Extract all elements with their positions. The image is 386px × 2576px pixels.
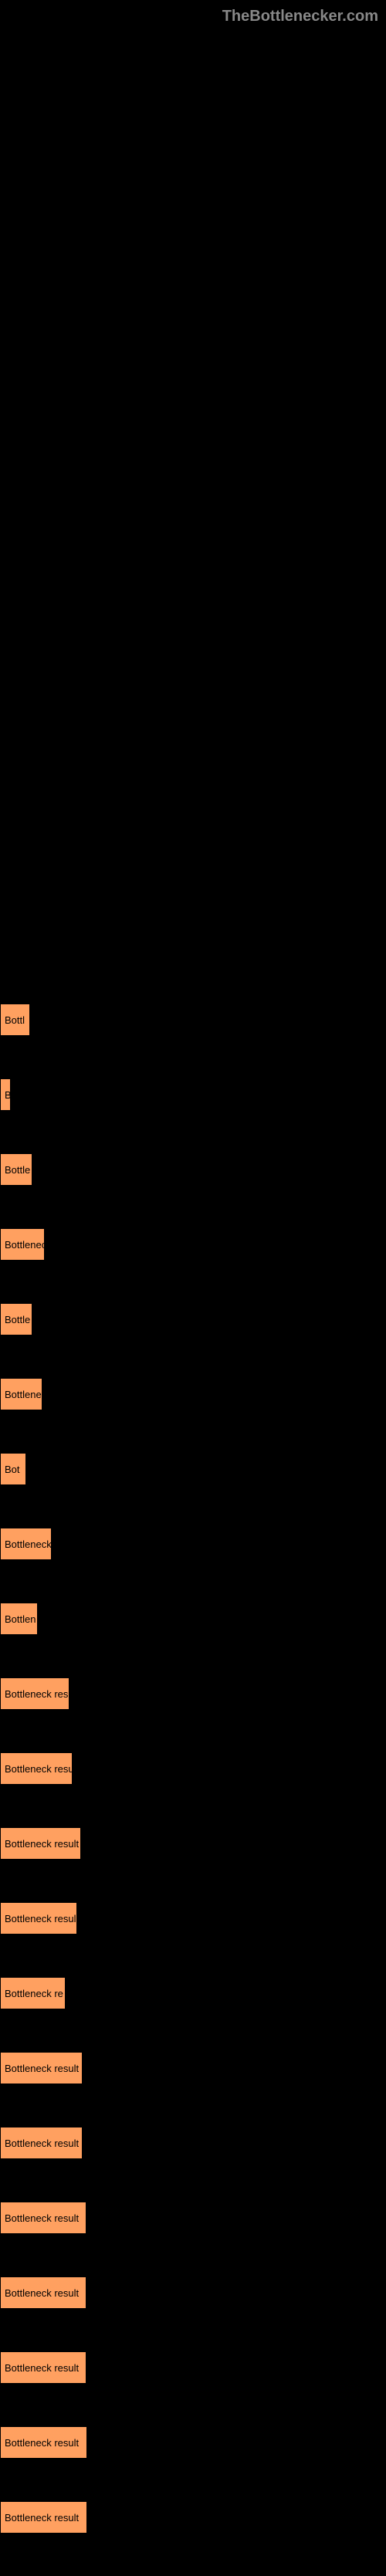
chart-bar: Bottlene [0, 1378, 42, 1410]
bar-row: Bottleneck result [0, 2501, 386, 2534]
chart-bar: Bottle [0, 1153, 32, 1186]
chart-bar: Bot [0, 1453, 26, 1485]
bar-row: Bottleneck result [0, 2351, 386, 2384]
chart-bar: Bottl [0, 1004, 30, 1036]
chart-bar: B [0, 1078, 11, 1111]
bar-row: Bottl [0, 1004, 386, 1036]
chart-bar: Bottleneck re [0, 1977, 66, 2009]
chart-bar: Bottleneck resu [0, 1752, 73, 1785]
chart-bar: Bottleneck resul [0, 1902, 77, 1935]
chart-bar: Bottleneck result [0, 2202, 86, 2234]
chart-bar: Bottleneck result [0, 2052, 83, 2084]
chart-bar: Bottleneck [0, 1528, 52, 1560]
bar-row: Bottleneck res [0, 1677, 386, 1710]
chart-bar: Bottleneck result [0, 1827, 81, 1860]
bar-row: Bottle [0, 1153, 386, 1186]
bar-row: Bottleneck [0, 1528, 386, 1560]
bar-row: Bottleneck result [0, 1827, 386, 1860]
bar-row: Bottlen [0, 1603, 386, 1635]
chart-bar: Bottleneck result [0, 2351, 86, 2384]
chart-bar: Bottle [0, 1303, 32, 1335]
bar-row: Bottleneck result [0, 2426, 386, 2459]
bar-row: Bottleneck result [0, 2127, 386, 2159]
chart-bar: Bottleneck result [0, 2501, 87, 2534]
bar-chart: Bottl B Bottle Bottlenec Bottle Bottlene Bot Bo… [0, 0, 386, 2534]
bar-row: Bottleneck result [0, 2276, 386, 2309]
chart-bar: Bottlen [0, 1603, 38, 1635]
watermark-text: TheBottlenecker.com [222, 8, 378, 25]
bar-row: Bottleneck resu [0, 1752, 386, 1785]
chart-bar: Bottleneck result [0, 2276, 86, 2309]
bar-row: Bottleneck re [0, 1977, 386, 2009]
bar-row: Bottleneck result [0, 2052, 386, 2084]
chart-bar: Bottleneck result [0, 2426, 87, 2459]
bar-row: Bottlene [0, 1378, 386, 1410]
bar-row: Bottle [0, 1303, 386, 1335]
bar-row: Bottleneck resul [0, 1902, 386, 1935]
bar-row: Bottleneck result [0, 2202, 386, 2234]
chart-bar: Bottleneck res [0, 1677, 69, 1710]
bar-row: Bot [0, 1453, 386, 1485]
chart-bar: Bottleneck result [0, 2127, 83, 2159]
bar-row: B [0, 1078, 386, 1111]
chart-bar: Bottlenec [0, 1228, 45, 1261]
bar-row: Bottlenec [0, 1228, 386, 1261]
